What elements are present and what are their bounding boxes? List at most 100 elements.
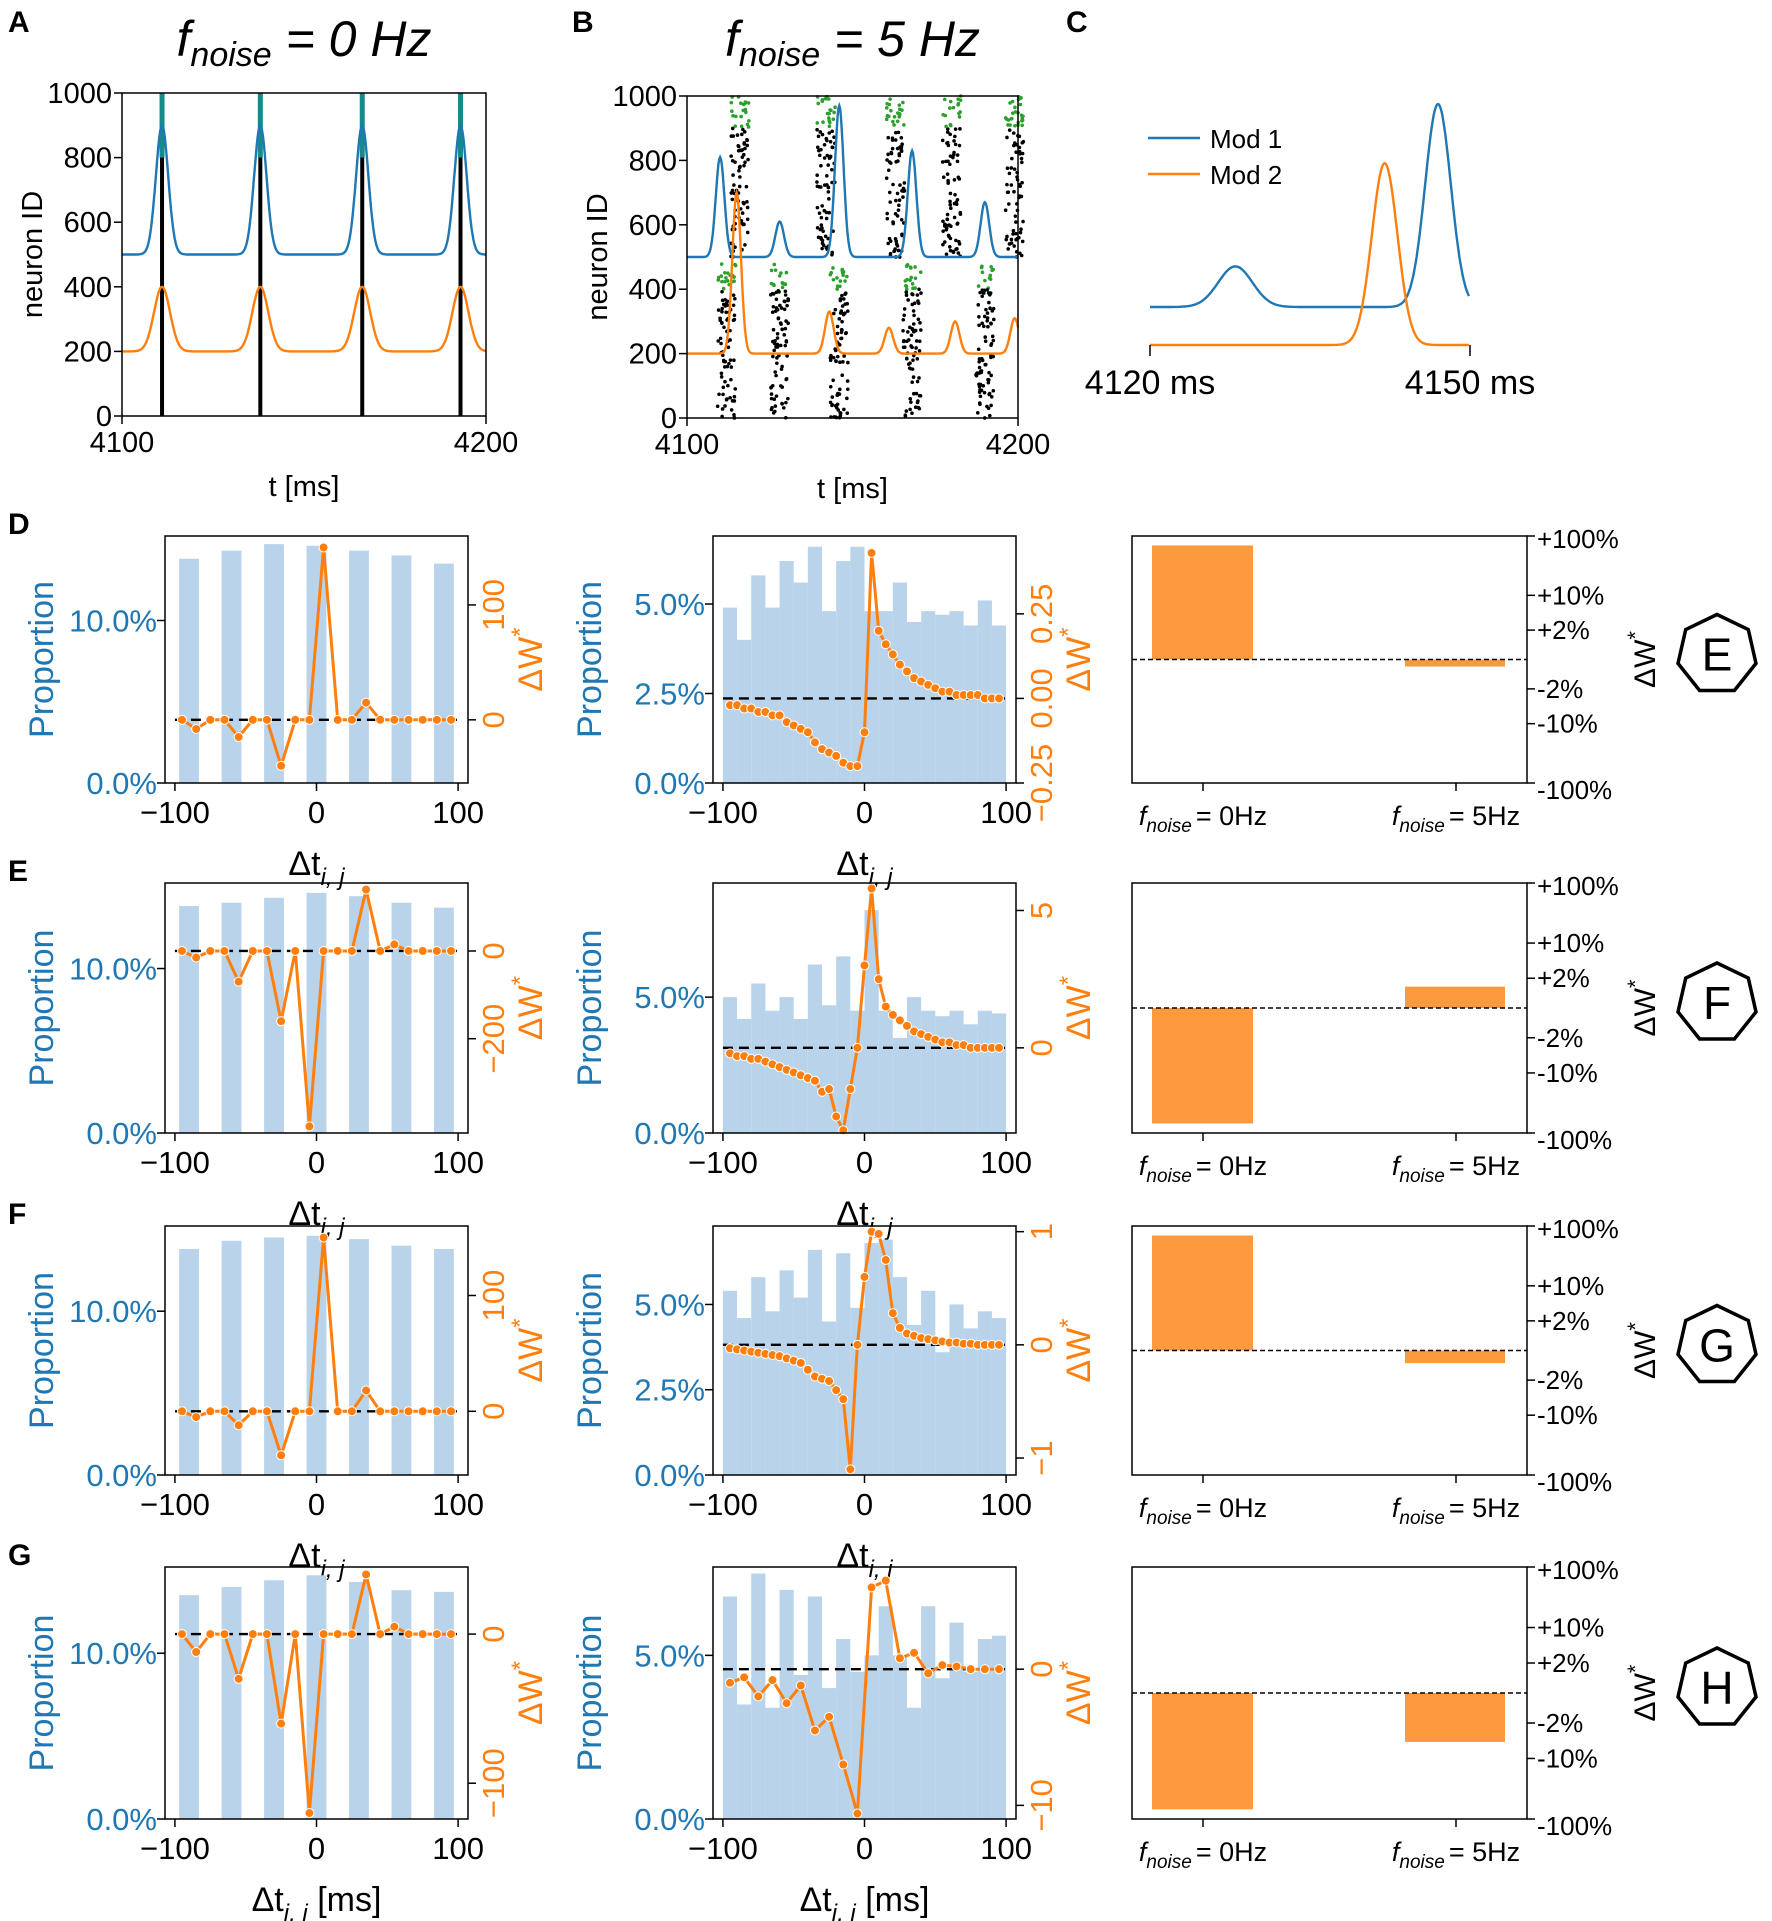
- y-tick-label: -2%: [1537, 1023, 1583, 1053]
- spike-dot: [1012, 189, 1016, 194]
- spike-dot: [958, 98, 963, 102]
- proportion-bar: [737, 1318, 752, 1475]
- spike-dot: [835, 276, 839, 280]
- proportion-bar: [722, 997, 738, 1133]
- spike-dot: [727, 361, 731, 366]
- spike-dot: [948, 199, 952, 204]
- spike-dot: [841, 297, 846, 301]
- spike-dot: [909, 344, 913, 348]
- dw-point: [894, 1015, 905, 1026]
- dw-point: [403, 1629, 414, 1640]
- spike-dot: [911, 358, 915, 362]
- spike-dot: [769, 396, 774, 401]
- left-axis-label: Proportion: [23, 1272, 61, 1429]
- y-tick-label: 200: [64, 336, 112, 368]
- spike-dot: [909, 266, 913, 270]
- spike-dot: [729, 154, 733, 158]
- dw-point: [431, 1629, 442, 1640]
- spike-dot: [953, 134, 957, 139]
- spike-dot: [773, 370, 778, 374]
- spike-dot: [832, 110, 836, 115]
- proportion-bar: [822, 1321, 837, 1475]
- spike-dot: [828, 108, 832, 112]
- spike-dot: [822, 156, 827, 160]
- spike-dot: [889, 151, 894, 156]
- panel-E2: 0.0% 5.0% 0 5 −100 0 100 Proportion ΔW* Δti, j: [571, 882, 1098, 1241]
- spike-dot: [731, 318, 736, 323]
- dw-point: [901, 1020, 912, 1031]
- spike-dot: [1019, 156, 1024, 161]
- spike-dot: [1018, 96, 1023, 101]
- spike-dot: [838, 279, 843, 283]
- spike-dot: [815, 226, 820, 230]
- spike-dot: [1018, 102, 1023, 107]
- right-tick-label: −200: [476, 1004, 511, 1074]
- spike-dot: [986, 377, 990, 382]
- left-axis-label: Proportion: [571, 1272, 609, 1429]
- spike-dot: [717, 392, 721, 397]
- proportion-bar: [977, 1311, 992, 1475]
- spike-dot: [746, 101, 751, 105]
- proportion-bar: [264, 1237, 284, 1475]
- dw-point: [361, 1569, 372, 1580]
- spike-column: [360, 93, 365, 416]
- spike-dot: [983, 335, 988, 339]
- spike-dot: [989, 265, 993, 269]
- spike-dot: [819, 235, 823, 240]
- spike-dot: [773, 268, 778, 272]
- dw: ΔW: [1629, 1330, 1662, 1379]
- spike-dot: [948, 191, 953, 196]
- proportion-bar: [991, 1635, 1007, 1819]
- y-axis-label: neuron ID: [582, 193, 614, 320]
- spike-dot: [771, 304, 776, 309]
- dw-point: [304, 1808, 315, 1819]
- spike-dot: [827, 131, 832, 135]
- right-tick-label: −10: [1024, 1779, 1059, 1832]
- spike-dot: [739, 132, 744, 137]
- spike-dot: [944, 227, 949, 232]
- spike-dot: [953, 192, 957, 197]
- spike-dot: [829, 353, 833, 358]
- dw: ΔW: [1629, 639, 1662, 688]
- spike-dot: [815, 121, 820, 125]
- spike-dot: [909, 275, 914, 280]
- dw-point: [375, 1406, 386, 1417]
- spike-dot: [821, 120, 825, 124]
- spike-dot: [912, 313, 916, 318]
- dw-bar-5hz: [1405, 986, 1505, 1008]
- spike-dot: [845, 274, 849, 279]
- dw-point: [219, 714, 230, 725]
- spike-dot: [730, 197, 735, 202]
- x-axis-label: Δti, j: [836, 845, 893, 891]
- y-tick-label: 400: [64, 272, 112, 304]
- right-axis-label: ΔW*: [1055, 627, 1098, 691]
- spike-dot: [981, 324, 986, 329]
- x-tick-label: 0: [856, 1487, 873, 1522]
- dw-point: [290, 1629, 301, 1640]
- spike-dot: [945, 217, 949, 222]
- spike-dot: [837, 392, 842, 396]
- x-tick-label: fnoise = 5Hz: [1392, 1837, 1520, 1873]
- dw-point: [290, 945, 301, 956]
- spike-dot: [842, 354, 846, 358]
- dw-point: [431, 714, 442, 725]
- spike-dot: [725, 271, 730, 275]
- proportion-bar: [807, 1249, 823, 1475]
- spike-dot: [720, 407, 725, 411]
- spike-dot: [840, 373, 845, 378]
- spike-dot: [732, 358, 736, 363]
- spike-dot: [1020, 180, 1024, 185]
- right-axis-label: ΔW*: [507, 1318, 550, 1382]
- spike-dot: [744, 184, 749, 189]
- spike-dot: [819, 223, 824, 227]
- proportion-bar: [722, 1596, 738, 1819]
- x-axis-label: Δti, j: [836, 1537, 893, 1583]
- panel-F3: +100%+10%+2%-2%-10%-100%fnoise = 0Hz fnois…: [1131, 1214, 1758, 1529]
- spike-dot: [775, 361, 779, 366]
- dw: ΔW: [1060, 1328, 1098, 1383]
- spike-dot: [941, 219, 945, 224]
- spike-dot: [822, 208, 827, 213]
- spike-dot: [906, 298, 910, 302]
- dw-point: [431, 1406, 442, 1417]
- proportion-bar: [737, 1704, 752, 1819]
